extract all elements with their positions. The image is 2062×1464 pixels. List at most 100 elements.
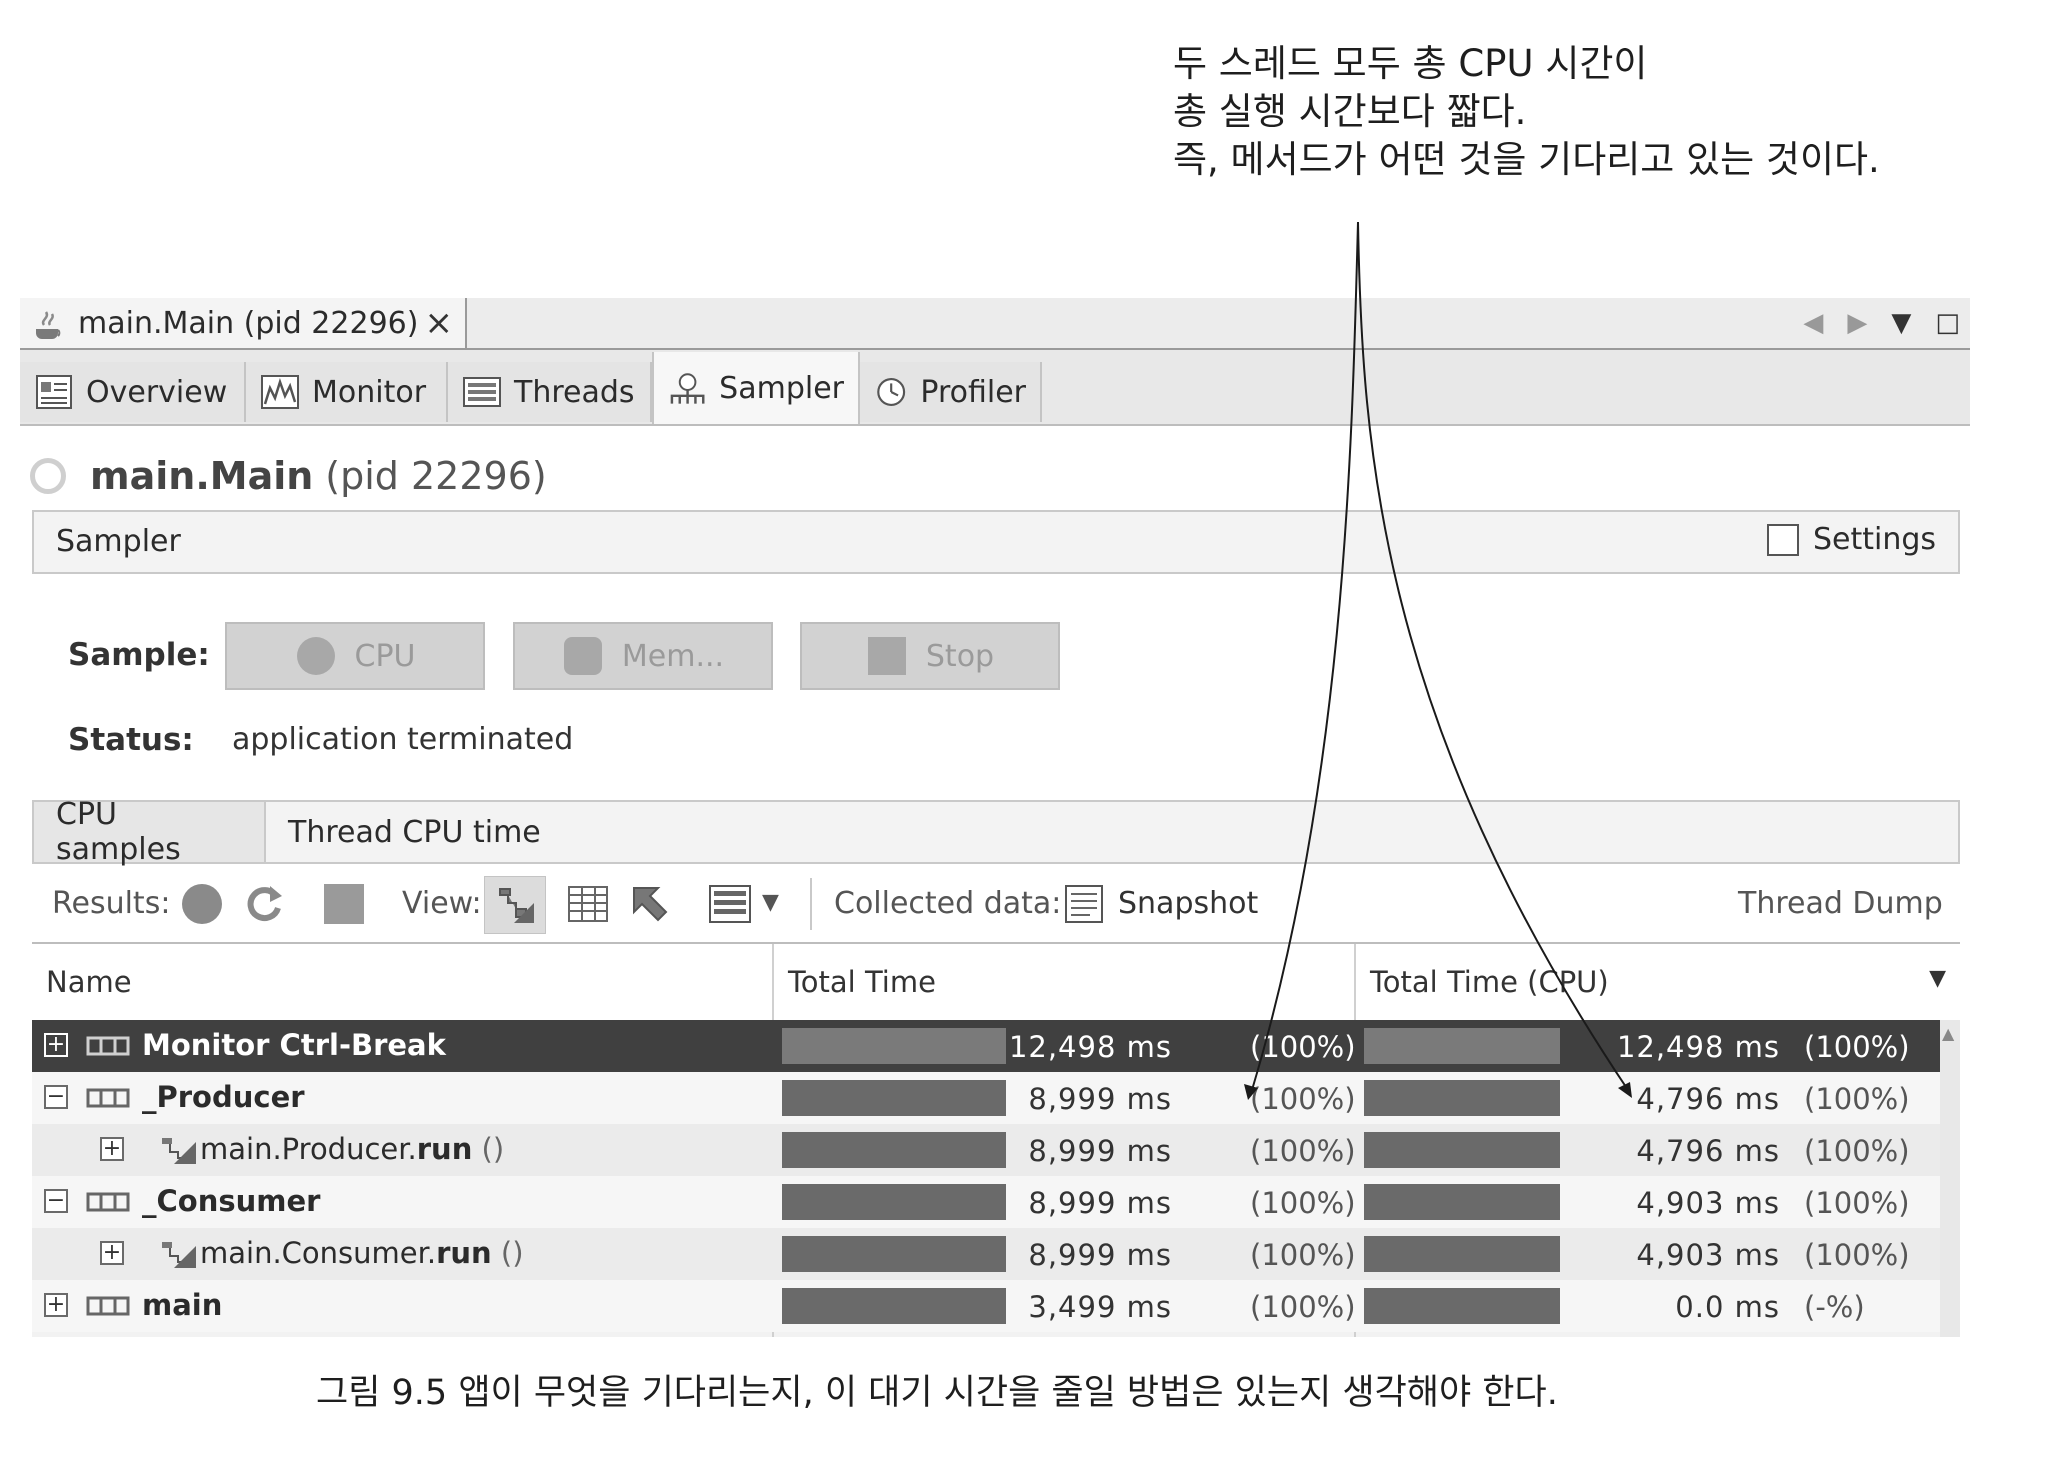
total-time-value: 8,999 ms bbox=[1028, 1082, 1172, 1116]
export-icon[interactable] bbox=[322, 882, 366, 926]
settings-toggle[interactable]: Settings bbox=[1766, 522, 1936, 557]
table-row[interactable]: + main.Consumer.run () 8,999 ms (100%) 4,903… bbox=[32, 1228, 1940, 1280]
expand-icon[interactable]: + bbox=[100, 1241, 124, 1265]
view-tabs: Overview Monitor Threads Sampler Profile… bbox=[20, 350, 1970, 426]
hot-spots-table-icon[interactable] bbox=[566, 882, 610, 926]
column-header-label: Name bbox=[46, 965, 132, 999]
figure-caption: 그림 9.5 앱이 무엇을 기다리는지, 이 대기 시간을 줄일 방법은 있는지… bbox=[316, 1373, 1558, 1413]
scroll-up-icon[interactable]: ▲ bbox=[1942, 1024, 1955, 1043]
method-icon bbox=[162, 1138, 196, 1164]
window-tab-main[interactable]: main.Main (pid 22296) × bbox=[20, 298, 467, 348]
column-header-name[interactable]: Name bbox=[32, 944, 772, 1020]
cpu-time-value: 4,796 ms bbox=[1636, 1134, 1780, 1168]
total-time-percent: (100%) bbox=[1250, 1186, 1356, 1220]
combined-view-icon[interactable] bbox=[628, 882, 672, 926]
table-row[interactable]: − _Consumer 8,999 ms (100%) 4,903 ms (100%) bbox=[32, 1176, 1940, 1228]
table-row[interactable]: + main.Producer.run () 8,999 ms (100%) 4,796… bbox=[32, 1124, 1940, 1176]
cpu-time-bar bbox=[1364, 1028, 1560, 1064]
thread-dump-link[interactable]: Thread Dump bbox=[1738, 886, 1943, 921]
cpu-time-percent: (100%) bbox=[1804, 1238, 1910, 1272]
expand-icon[interactable]: + bbox=[100, 1137, 124, 1161]
tab-label: Profiler bbox=[920, 374, 1026, 410]
thread-icon bbox=[86, 1088, 130, 1108]
overview-icon bbox=[36, 375, 72, 409]
total-time-percent: (100%) bbox=[1250, 1082, 1356, 1116]
sample-label: Sample: bbox=[68, 637, 210, 673]
cpu-time-value: 4,903 ms bbox=[1636, 1186, 1780, 1220]
cpu-time-percent: (100%) bbox=[1804, 1082, 1910, 1116]
column-menu-icon[interactable]: ▼ bbox=[1929, 966, 1946, 991]
close-icon[interactable]: × bbox=[424, 303, 454, 343]
cpu-time-bar bbox=[1364, 1184, 1560, 1220]
total-time-percent: (100%) bbox=[1250, 1134, 1356, 1168]
tab-monitor[interactable]: Monitor bbox=[246, 362, 448, 422]
cpu-time-bar bbox=[1364, 1236, 1560, 1272]
table-row[interactable]: + Monitor Ctrl-Break 12,498 ms (100%) 12,498… bbox=[32, 1020, 1940, 1072]
tab-thread-cpu-time[interactable]: Thread CPU time bbox=[266, 802, 566, 862]
sampler-icon bbox=[670, 373, 705, 404]
collapse-icon[interactable]: − bbox=[44, 1189, 68, 1213]
expand-icon[interactable]: + bbox=[44, 1293, 68, 1317]
cpu-time-value: 12,498 ms bbox=[1616, 1030, 1780, 1064]
tab-threads[interactable]: Threads bbox=[448, 362, 652, 422]
memory-button[interactable]: Mem... bbox=[513, 622, 773, 690]
method-icon bbox=[162, 1242, 196, 1268]
call-tree-view-button[interactable] bbox=[484, 876, 546, 934]
tab-label: CPU samples bbox=[56, 797, 181, 867]
row-name-text: Monitor Ctrl-Break bbox=[142, 1028, 446, 1062]
chevron-down-icon[interactable]: ▼ bbox=[762, 890, 779, 915]
tab-profiler[interactable]: Profiler bbox=[860, 362, 1042, 422]
refresh-icon[interactable] bbox=[242, 882, 286, 926]
table-row[interactable]: + main 3,499 ms (100%) 0.0 ms (-%) bbox=[32, 1280, 1940, 1332]
scroll-left-icon[interactable]: ◀ bbox=[1803, 308, 1824, 338]
column-header-total-time-cpu[interactable]: Total Time (CPU) ▼ bbox=[1356, 944, 1960, 1020]
annotation-line: 두 스레드 모두 총 CPU 시간이 bbox=[1173, 42, 1648, 85]
tab-label: Overview bbox=[86, 374, 228, 410]
window-tab-title: main.Main (pid 22296) bbox=[78, 305, 419, 341]
thread-icon bbox=[86, 1296, 130, 1316]
cpu-samples-table: Name Total Time Total Time (CPU) ▼ + Moni… bbox=[32, 942, 1960, 1337]
total-time-percent: (100%) bbox=[1250, 1030, 1356, 1064]
tab-label: Sampler bbox=[719, 370, 844, 406]
snapshot-link[interactable]: Snapshot bbox=[1118, 886, 1259, 921]
scroll-right-icon[interactable]: ▶ bbox=[1847, 308, 1868, 338]
record-icon[interactable] bbox=[180, 882, 224, 926]
dropdown-icon[interactable]: ▼ bbox=[1891, 308, 1912, 338]
window-controls: ◀ ▶ ▼ □ bbox=[1803, 298, 1960, 348]
vertical-scrollbar[interactable]: ▲ bbox=[1940, 1020, 1960, 1337]
expand-icon[interactable]: + bbox=[44, 1033, 68, 1057]
row-name: main bbox=[142, 1288, 222, 1322]
columns-icon[interactable] bbox=[708, 882, 752, 926]
snapshot-icon[interactable] bbox=[1062, 882, 1106, 926]
table-row[interactable]: − _Producer 8,999 ms (100%) 4,796 ms (100%) bbox=[32, 1072, 1940, 1124]
thread-icon bbox=[86, 1192, 130, 1212]
cpu-button-label: CPU bbox=[354, 638, 416, 674]
memory-button-label: Mem... bbox=[621, 638, 725, 674]
cpu-button[interactable]: CPU bbox=[225, 622, 485, 690]
tab-overview[interactable]: Overview bbox=[20, 362, 246, 422]
row-method-text: run bbox=[416, 1132, 473, 1166]
status-label: Status: bbox=[68, 722, 194, 758]
tab-label: Thread CPU time bbox=[288, 814, 541, 850]
maximize-icon[interactable]: □ bbox=[1935, 308, 1960, 338]
collected-data-label: Collected data: bbox=[834, 886, 1062, 921]
monitor-chart-icon bbox=[261, 375, 299, 409]
results-tabs: CPU samples Thread CPU time bbox=[32, 797, 1960, 867]
column-header-label: Total Time (CPU) bbox=[1370, 965, 1609, 999]
annotation-callout: 두 스레드 모두 총 CPU 시간이 총 실행 시간보다 짧다. 즉, 메서드가… bbox=[1173, 40, 2033, 184]
call-tree-icon bbox=[499, 888, 534, 923]
tab-sampler[interactable]: Sampler bbox=[652, 352, 860, 424]
cpu-time-percent: (100%) bbox=[1804, 1134, 1910, 1168]
cpu-time-bar bbox=[1364, 1080, 1560, 1116]
stop-button[interactable]: Stop bbox=[800, 622, 1060, 690]
column-header-total-time[interactable]: Total Time bbox=[774, 944, 1354, 1020]
tab-cpu-samples[interactable]: CPU samples bbox=[34, 797, 266, 867]
thread-icon bbox=[86, 1036, 130, 1056]
collapse-icon[interactable]: − bbox=[44, 1085, 68, 1109]
total-time-value: 12,498 ms bbox=[1008, 1030, 1172, 1064]
row-method-suffix: () bbox=[472, 1132, 505, 1166]
total-time-bar bbox=[782, 1080, 1006, 1116]
row-name-text: _Producer bbox=[142, 1080, 305, 1114]
row-name-text: main bbox=[142, 1288, 223, 1322]
settings-checkbox[interactable] bbox=[1766, 523, 1799, 556]
